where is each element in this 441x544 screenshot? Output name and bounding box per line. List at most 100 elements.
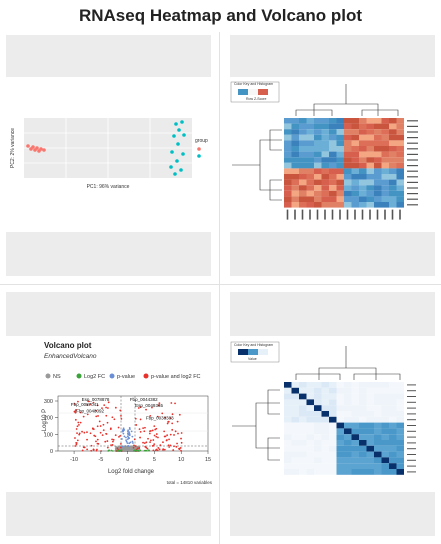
heatmap1-cell (344, 168, 352, 174)
volcano-point (76, 439, 79, 442)
heatmap1-cell (396, 123, 404, 130)
volcano-point (138, 447, 141, 449)
heatmap1-cell (284, 129, 292, 135)
heatmap2-cell (374, 393, 382, 400)
heatmap1-cell (314, 134, 322, 141)
heatmap2-cell (306, 422, 314, 429)
volcano-point (133, 449, 136, 452)
heatmap1-cell (359, 129, 367, 135)
heatmap1-cell (306, 129, 314, 135)
heatmap2-cell (284, 405, 292, 411)
heatmap1-cell (374, 202, 382, 208)
heatmap1-cell (351, 151, 359, 158)
heatmap2-cell (299, 428, 307, 435)
heatmap2-cell (396, 393, 404, 400)
heatmap2-legend-title: Color Key and Histogram (234, 343, 273, 347)
heatmap2-cell (344, 387, 352, 394)
volcano-point (153, 443, 156, 446)
volcano-point (155, 435, 158, 438)
heatmap1-cell (359, 151, 367, 158)
heatmap2-cell (291, 399, 299, 406)
volcano-point (152, 449, 155, 452)
volcano-point (156, 415, 159, 418)
volcano-point (87, 400, 90, 403)
volcano-x-tick-label: 10 (178, 457, 184, 463)
heatmap1-cell (314, 190, 322, 197)
volcano-gene-label: Fbp_0038383 (146, 415, 174, 420)
heatmap2-cell (359, 416, 367, 423)
pca-plot: PC1: 96% variance PC2: 2% variance group (10, 118, 208, 190)
volcano-point (139, 430, 142, 433)
heatmap1-cell (381, 168, 389, 174)
volcano-legend: NS Log2 FC p-value p-value and log2 FC (45, 373, 201, 380)
heatmap1-cell (291, 134, 299, 141)
heatmap2-cell (359, 445, 367, 452)
volcano-point (139, 406, 142, 409)
grid-divider (0, 284, 441, 285)
volcano-point (94, 435, 97, 438)
heatmap1-cell (396, 179, 404, 186)
volcano-point (157, 436, 159, 439)
heatmap1-cell (381, 151, 389, 158)
volcano-point (111, 438, 113, 441)
volcano-y-tick-label: 300 (44, 399, 53, 405)
volcano-point (172, 449, 175, 451)
heatmap1-cell (351, 174, 359, 180)
heatmap1-cell (299, 140, 307, 146)
heatmap2-cell (359, 399, 367, 406)
heatmap2-cell (359, 457, 367, 464)
volcano-point (121, 445, 124, 448)
heatmap1-cell (359, 123, 367, 130)
heatmap1-cell (299, 134, 307, 141)
heatmap2-cell (389, 469, 397, 475)
heatmap2-cell (321, 411, 329, 417)
volcano-point (97, 415, 99, 417)
volcano-point (114, 406, 117, 409)
heatmap1-cell (381, 185, 389, 191)
volcano-point (128, 432, 131, 435)
volcano-point (107, 401, 110, 404)
volcano-y-tick-label: 100 (44, 432, 53, 438)
volcano-point (149, 439, 152, 442)
volcano-point (73, 410, 76, 413)
heatmap2-cell (396, 445, 404, 452)
pca-point (31, 145, 35, 149)
heatmap2-cell (336, 457, 344, 464)
heatmap1-cell (321, 174, 329, 180)
heatmap2-cell (336, 440, 344, 446)
volcano-point (92, 449, 95, 451)
placeholder-band (6, 232, 211, 276)
heatmap2-cell (359, 451, 367, 458)
heatmap1-cell (351, 134, 359, 141)
heatmap2-cell (321, 416, 329, 423)
placeholder-band (6, 35, 211, 77)
heatmap1-cell (374, 174, 382, 180)
heatmap1-cell (359, 202, 367, 208)
volcano-point (120, 417, 123, 420)
heatmap1-cell (299, 162, 307, 169)
heatmap2-row-dendrogram (232, 389, 280, 461)
volcano-point (129, 441, 132, 444)
heatmap1-cell (291, 174, 299, 180)
heatmap1-cell (389, 162, 397, 169)
heatmap1-cell (329, 185, 337, 191)
heatmap2-cell (314, 469, 322, 475)
volcano-point (74, 445, 77, 447)
heatmap2-cell (389, 382, 397, 388)
pca-point (42, 148, 46, 152)
heatmap1-cell (299, 123, 307, 130)
heatmap2-cell (329, 440, 337, 446)
heatmap2-cell (389, 428, 397, 435)
heatmap2-cell (284, 387, 292, 394)
pca-point (182, 133, 186, 137)
heatmap2-cell (389, 422, 397, 429)
heatmap2-cell (381, 463, 389, 469)
heatmap1-cell (291, 202, 299, 208)
volcano-point (125, 450, 128, 452)
heatmap2-cell (351, 387, 359, 394)
volcano-y-ticks: 0 100 200 300 (44, 399, 58, 455)
volcano-point (78, 433, 81, 436)
volcano-y-tick-label: 0 (50, 449, 53, 455)
heatmap1-cell (284, 162, 292, 169)
heatmap2-cell (329, 387, 337, 394)
